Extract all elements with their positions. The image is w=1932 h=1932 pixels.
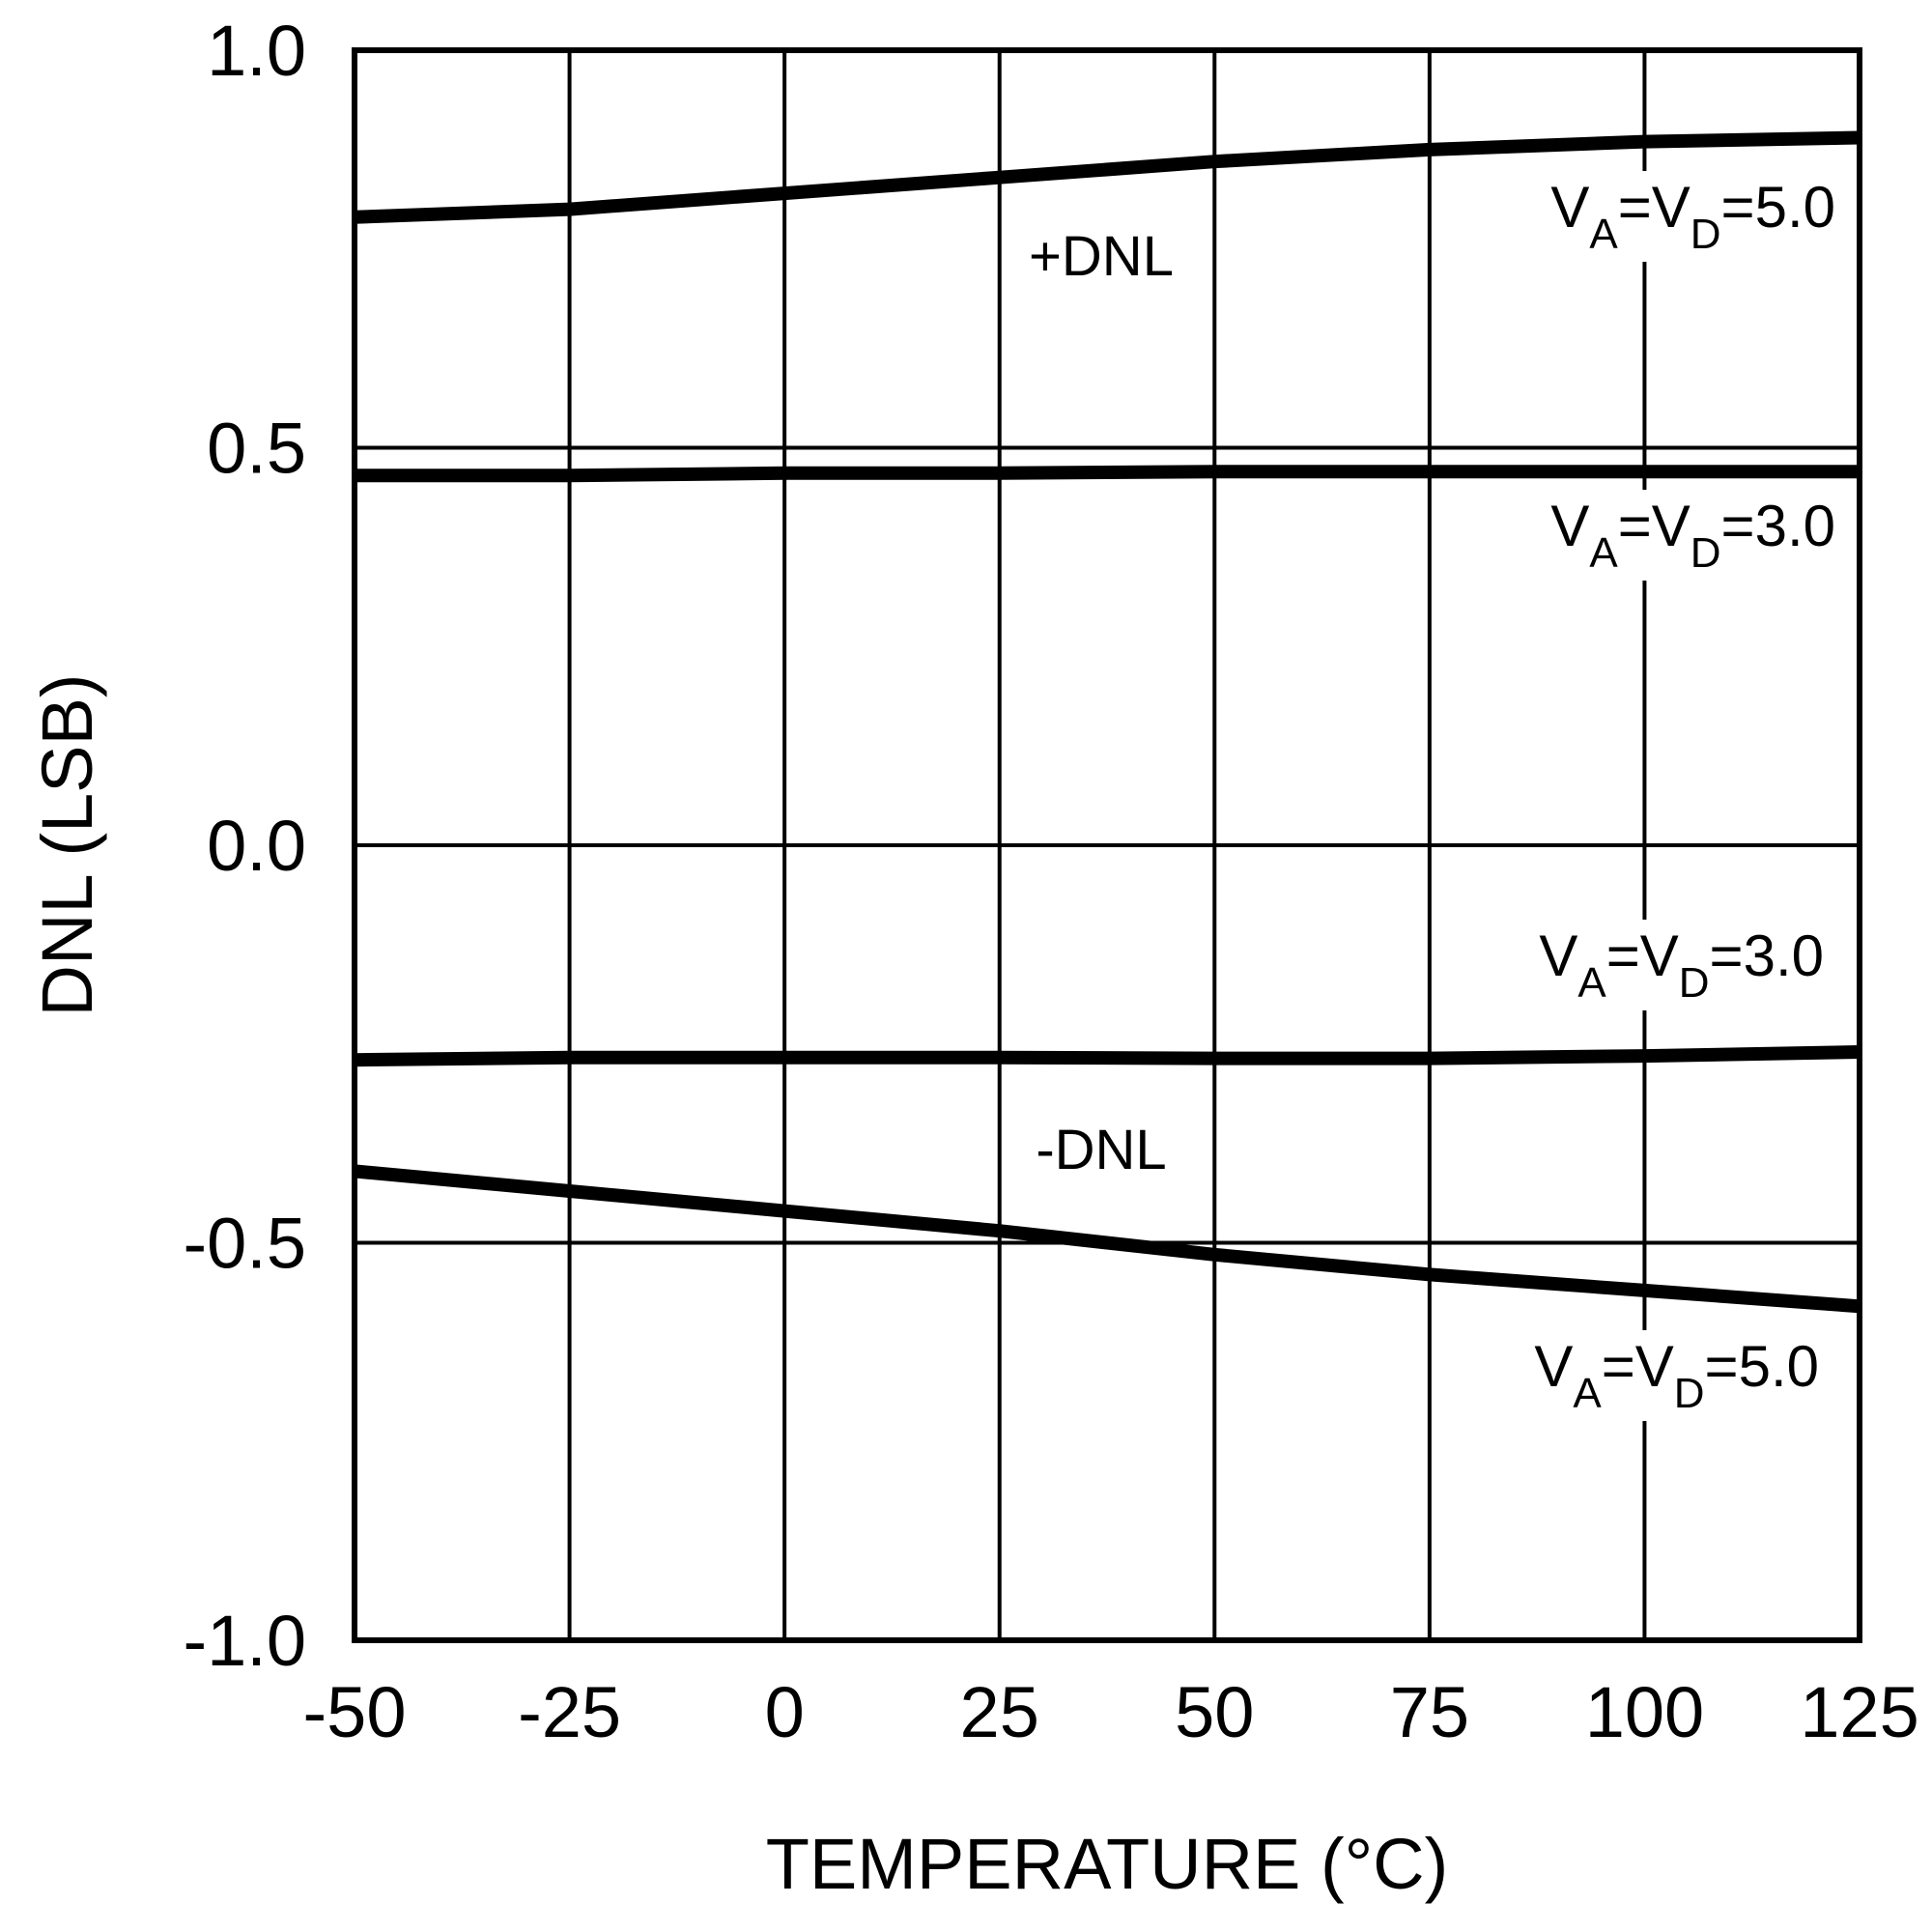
series-label-group-3: VA=VD=3.0 [1531, 920, 1832, 1010]
y-tick-label: 0.0 [207, 806, 306, 886]
y-axis-title: DNL (LSB) [27, 673, 107, 1016]
series-label-2: VA=VD=3.0 [1550, 494, 1835, 577]
series-line-4 [354, 1164, 1861, 1314]
plot-frame [352, 47, 1862, 1643]
series-label-group-4: VA=VD=5.0 [1526, 1330, 1827, 1421]
x-axis-title: TEMPERATURE (°C) [766, 1824, 1449, 1904]
series-label-3: VA=VD=3.0 [1539, 923, 1824, 1007]
x-tick-label: 25 [960, 1672, 1039, 1752]
x-tick-label: 50 [1175, 1672, 1254, 1752]
x-tick-label: -25 [518, 1672, 621, 1752]
series-line-2 [355, 465, 1860, 483]
x-tick-label: -50 [303, 1672, 407, 1752]
x-tick-label: 125 [1800, 1672, 1918, 1752]
series-label-backing [1543, 490, 1843, 581]
x-tick-label: 0 [765, 1672, 805, 1752]
series-line-1 [354, 130, 1861, 224]
series-label-group-2: VA=VD=3.0 [1543, 490, 1843, 581]
y-tick-label: 0.5 [207, 409, 306, 489]
series-label-4: VA=VD=5.0 [1534, 1334, 1819, 1417]
series-line-3 [354, 1045, 1861, 1067]
series-label-backing [1526, 1330, 1827, 1421]
series-label-1: VA=VD=5.0 [1550, 175, 1835, 258]
x-tick-label: 100 [1585, 1672, 1704, 1752]
y-tick-label: -1.0 [183, 1601, 306, 1681]
annotation-plus-dnl: +DNL [1029, 225, 1174, 288]
x-tick-label: 75 [1390, 1672, 1469, 1752]
series-label-group-1: VA=VD=5.0 [1543, 171, 1843, 262]
annotation-minus-dnl: -DNL [1036, 1119, 1166, 1181]
series-label-backing [1543, 171, 1843, 262]
y-tick-label: -0.5 [183, 1204, 306, 1284]
y-tick-label: 1.0 [207, 11, 306, 91]
series-label-backing [1531, 920, 1832, 1010]
